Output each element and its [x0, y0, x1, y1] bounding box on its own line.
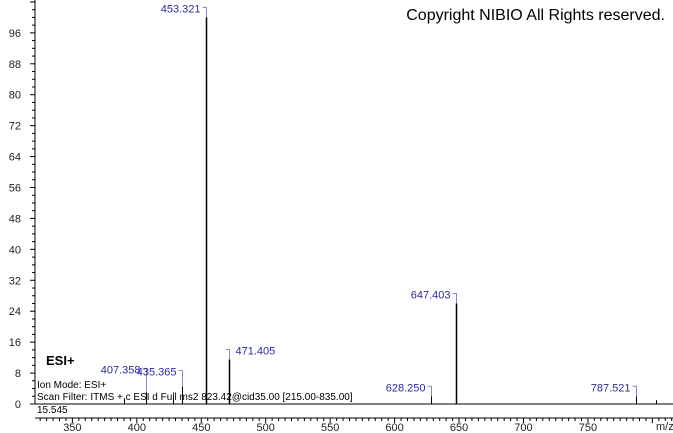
peak-label-bracket — [632, 385, 637, 397]
x-tick-label: 750 — [579, 422, 597, 433]
peak-label: 435.365 — [137, 367, 177, 379]
x-tick-label: 350 — [63, 422, 81, 433]
y-tick-label: 0 — [15, 399, 21, 411]
x-tick-label: 600 — [385, 422, 403, 433]
y-tick-label: 16 — [9, 337, 21, 349]
y-axis: 0 8 16 24 32 40 48 56 64 72 80 88 96 — [9, 0, 36, 411]
peak-label: 453.321 — [161, 3, 201, 15]
x-tick-label: 450 — [192, 422, 210, 433]
peak-label: 471.405 — [236, 346, 276, 358]
peak-label-bracket — [202, 6, 207, 18]
y-tick-label: 56 — [9, 183, 21, 195]
x-tick-label: 650 — [450, 422, 468, 433]
copyright-text: Copyright NIBIO All Rights reserved. — [406, 7, 665, 24]
peak-label-bracket — [452, 292, 457, 304]
y-tick-label: 8 — [15, 368, 21, 380]
y-tick-label: 80 — [9, 90, 21, 102]
peak-label-bracket — [427, 385, 432, 397]
peak-label: 628.250 — [386, 382, 426, 394]
peak-label-bracket — [178, 370, 183, 387]
peak-label: 407.358 — [101, 364, 141, 376]
y-tick-label: 48 — [9, 213, 21, 225]
mode-tag: ESI+ — [46, 353, 75, 368]
y-tick-label: 96 — [9, 28, 21, 40]
y-tick-label: 24 — [9, 306, 21, 318]
y-tick-label: 72 — [9, 121, 21, 133]
y-tick-label: 64 — [9, 152, 21, 164]
x-tick-label: 400 — [128, 422, 146, 433]
peak-label: 787.521 — [591, 382, 631, 394]
peak-label-bracket — [142, 367, 147, 393]
x-tick-label: 700 — [514, 422, 532, 433]
x-axis: 350 400 450 500 550 600 650 700 750 — [35, 403, 673, 433]
peak-label-bracket — [225, 349, 230, 360]
ion-mode-text: Ion Mode: ESI+ — [37, 380, 106, 391]
peak-label: 647.403 — [411, 289, 451, 301]
y-tick-label: 88 — [9, 59, 21, 71]
y-tick-label: 40 — [9, 244, 21, 256]
scan-filter-text: Scan Filter: ITMS + c ESI d Full ms2 823… — [37, 392, 353, 403]
x-axis-label: m/z — [656, 421, 673, 433]
x-tick-label: 550 — [321, 422, 339, 433]
x-tick-label: 500 — [257, 422, 275, 433]
retention-time-text: 15.545 — [37, 405, 68, 416]
y-tick-label: 32 — [9, 275, 21, 287]
